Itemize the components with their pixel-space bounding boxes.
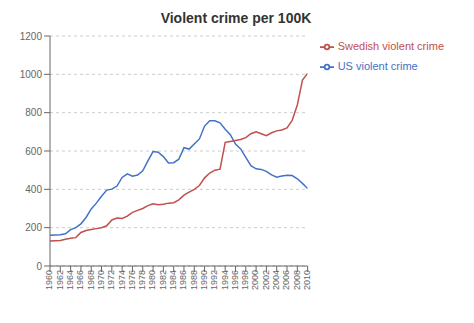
svg-text:1966: 1966: [75, 270, 85, 290]
svg-text:1990: 1990: [199, 270, 209, 290]
svg-text:1960: 1960: [44, 270, 54, 290]
svg-text:1980: 1980: [147, 270, 157, 290]
svg-text:0: 0: [36, 261, 42, 272]
svg-text:2004: 2004: [271, 270, 281, 290]
svg-text:1972: 1972: [106, 270, 116, 290]
svg-text:1974: 1974: [117, 270, 127, 290]
svg-text:800: 800: [25, 107, 42, 118]
svg-text:1988: 1988: [189, 270, 199, 290]
svg-text:400: 400: [25, 184, 42, 195]
svg-text:1984: 1984: [168, 270, 178, 290]
svg-text:2006: 2006: [281, 270, 291, 290]
svg-text:1994: 1994: [220, 270, 230, 290]
svg-text:1970: 1970: [96, 270, 106, 290]
html-text:Violent crime per 100K: Violent crime per 100K: [160, 10, 312, 26]
svg-text:1978: 1978: [137, 270, 147, 290]
svg-text:2008: 2008: [292, 270, 302, 290]
svg-text:200: 200: [25, 222, 42, 233]
svg-text:1200: 1200: [20, 31, 43, 42]
svg-text:1986: 1986: [178, 270, 188, 290]
svg-text:1998: 1998: [240, 270, 250, 290]
html-text:US violent crime: US violent crime: [337, 60, 418, 72]
svg-text:1000: 1000: [20, 69, 43, 80]
svg-text:1968: 1968: [86, 270, 96, 290]
svg-text:2010: 2010: [302, 270, 312, 290]
svg-text:1976: 1976: [127, 270, 137, 290]
svg-text:1982: 1982: [158, 270, 168, 290]
svg-text:1964: 1964: [65, 270, 75, 290]
svg-text:2002: 2002: [261, 270, 271, 290]
svg-text:1962: 1962: [55, 270, 65, 290]
svg-text:1992: 1992: [209, 270, 219, 290]
svg-text:1996: 1996: [230, 270, 240, 290]
svg-text:600: 600: [25, 146, 42, 157]
html-text:Swedish violent crime: Swedish violent crime: [337, 40, 444, 52]
svg-text:2000: 2000: [250, 270, 260, 290]
